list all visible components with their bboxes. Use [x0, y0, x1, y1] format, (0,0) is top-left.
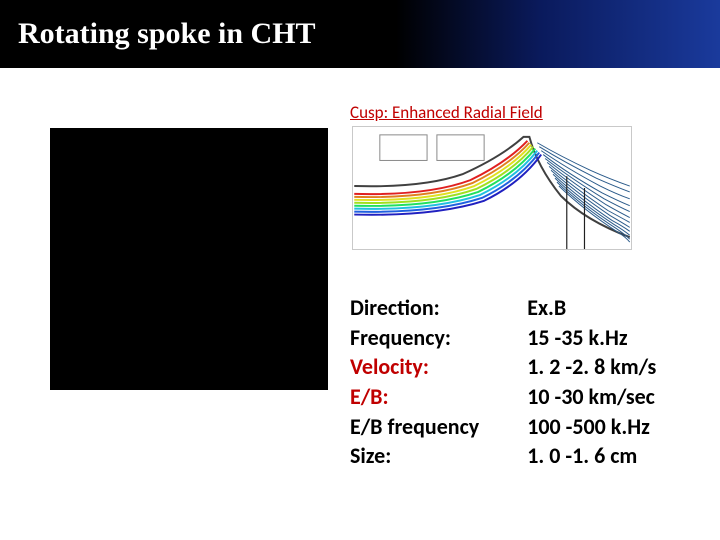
param-labels: Direction: Frequency: Velocity: E/B: E/B…	[350, 293, 479, 471]
label-direction: Direction:	[350, 293, 479, 323]
label-size: Size:	[350, 441, 479, 471]
inset-box-2	[437, 135, 484, 161]
slide-title: Rotating spoke in CHT	[18, 17, 316, 51]
value-direction: Ex.B	[527, 293, 656, 323]
param-values: Ex.B 15 -35 k.Hz 1. 2 -2. 8 km/s 10 -30 …	[527, 293, 656, 471]
label-eb: E/B:	[350, 382, 479, 412]
label-frequency: Frequency:	[350, 323, 479, 353]
field-lines	[537, 143, 629, 242]
value-frequency: 15 -35 k.Hz	[527, 323, 656, 353]
inset-box-1	[380, 135, 427, 161]
parameter-table: Direction: Frequency: Velocity: E/B: E/B…	[350, 293, 656, 471]
field-lines-svg	[353, 127, 631, 249]
value-size: 1. 0 -1. 6 cm	[527, 441, 656, 471]
title-bar: Rotating spoke in CHT	[0, 0, 720, 68]
label-velocity: Velocity:	[350, 352, 479, 382]
label-eb-freq: E/B frequency	[350, 412, 479, 442]
left-figure-placeholder	[50, 128, 328, 390]
field-line-diagram	[352, 126, 632, 250]
value-eb: 10 -30 km/sec	[527, 382, 656, 412]
value-velocity: 1. 2 -2. 8 km/s	[527, 352, 656, 382]
content-area: Cusp: Enhanced Radial Field	[0, 68, 720, 540]
cusp-boundary	[354, 137, 629, 237]
value-eb-freq: 100 -500 k.Hz	[527, 412, 656, 442]
diagram-caption: Cusp: Enhanced Radial Field	[350, 102, 543, 123]
